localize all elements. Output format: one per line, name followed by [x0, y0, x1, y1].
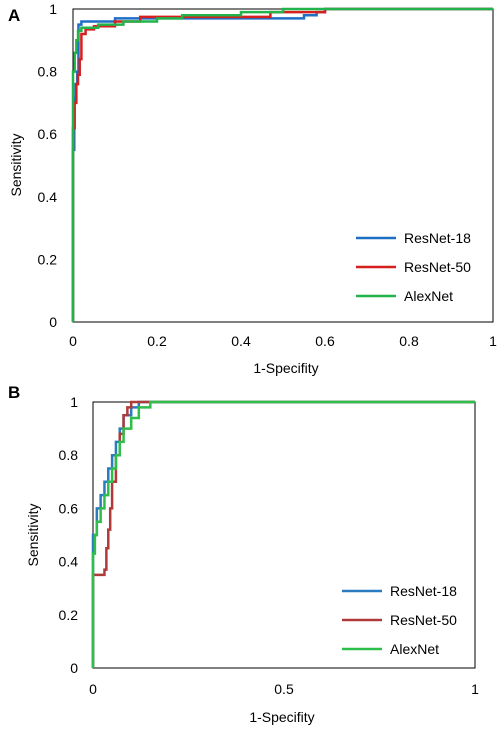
panel-a-legend-label: ResNet-18: [404, 230, 471, 246]
panel-b-y-tick-label: 0.2: [59, 607, 79, 623]
panel-b-x-tick-label: 1: [471, 681, 479, 697]
panel-b-legend-label: ResNet-50: [390, 612, 457, 628]
panel-a-legend-label: AlexNet: [404, 288, 453, 304]
panel-a-chart: A 0 0.2 0.4 0.6 0.8 1 0 0.2 0.4 0.6 0.8 1 ResNet-18 R…: [8, 1, 497, 376]
panel-b-xlabel: 1-Specifity: [249, 709, 314, 725]
panel-a-legend-label: ResNet-50: [404, 259, 471, 275]
panel-b-series-resnet-18: [91, 400, 475, 668]
panel-a-y-tick-label: 0.4: [38, 189, 58, 205]
panel-a-series-alexnet: [71, 7, 493, 322]
panel-b-y-tick-label: 0.4: [59, 554, 79, 570]
panel-a-x-tick-label: 0.2: [147, 333, 167, 349]
panel-b-series-resnet-50: [91, 400, 475, 668]
panel-b-y-tick-label: 0.6: [59, 500, 79, 516]
panel-a-x-tick-label: 0: [69, 333, 77, 349]
panel-a-y-tick-label: 0.8: [38, 64, 58, 80]
panel-b-legend-label: ResNet-18: [390, 583, 457, 599]
panel-b-letter: B: [8, 383, 20, 402]
panel-b-y-tick-label: 0: [70, 660, 78, 676]
panel-a-letter: A: [8, 6, 20, 25]
panel-b-ylabel: Sensitivity: [25, 503, 41, 566]
panel-a-y-tick-label: 0.6: [38, 126, 58, 142]
panel-b-plot-frame: [92, 401, 476, 669]
panel-a-series-resnet-18: [71, 7, 493, 322]
panel-b-series-alexnet: [91, 400, 475, 668]
panel-a-series-resnet-50: [71, 7, 493, 322]
panel-a-x-tick-label: 1: [489, 333, 497, 349]
panel-a-y-tick-label: 0.2: [38, 251, 58, 267]
panel-b-x-tick-label: 0.5: [274, 681, 294, 697]
panel-a-y-tick-label: 0: [49, 314, 57, 330]
panel-b-y-tick-label: 1: [70, 394, 78, 410]
panel-a-xlabel: 1-Specifity: [253, 360, 318, 376]
panel-a-ylabel: Sensitivity: [8, 133, 24, 196]
panel-b-chart: B 0 0.5 1 0 0.2 0.4 0.6 0.8 1 ResNet-18 ResNet-50 A…: [8, 383, 479, 725]
panel-a-x-tick-label: 0.8: [399, 333, 419, 349]
panel-a-y-tick-label: 1: [49, 1, 57, 17]
panel-b-y-tick-label: 0.8: [59, 447, 79, 463]
panel-a-x-tick-label: 0.6: [315, 333, 335, 349]
panel-a-plot-frame: [72, 8, 494, 323]
panel-a-x-tick-label: 0.4: [231, 333, 251, 349]
panel-b-legend-label: AlexNet: [390, 641, 439, 657]
panel-b-x-tick-label: 0: [89, 681, 97, 697]
